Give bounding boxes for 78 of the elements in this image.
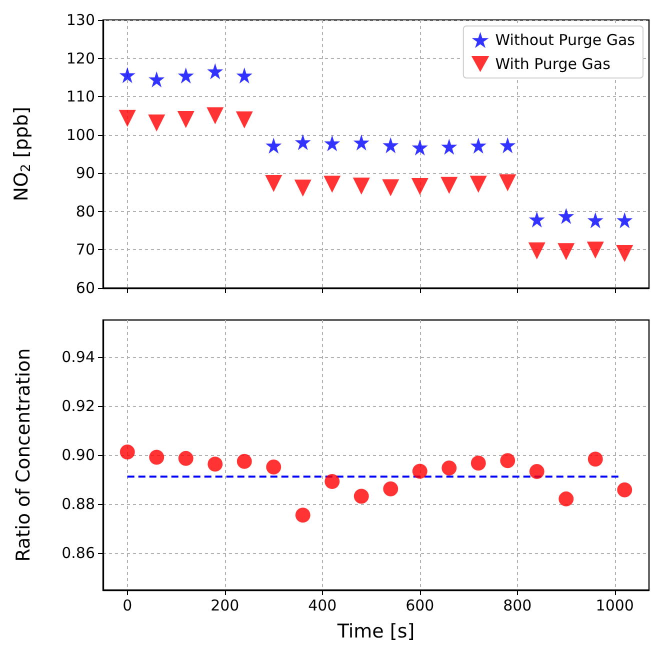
y-tick-label: 0.94 bbox=[62, 348, 95, 366]
point bbox=[266, 460, 282, 475]
point bbox=[178, 450, 194, 466]
point bbox=[148, 71, 165, 88]
x-tick-label: 400 bbox=[308, 596, 337, 614]
point bbox=[206, 107, 224, 124]
point bbox=[470, 138, 486, 154]
point bbox=[616, 245, 634, 262]
y-tick-label: 0.92 bbox=[62, 396, 95, 415]
y-tick-label: 130 bbox=[66, 11, 95, 29]
point bbox=[236, 68, 252, 84]
point bbox=[529, 464, 544, 479]
point bbox=[353, 134, 370, 151]
y-tick-label: 0.90 bbox=[62, 446, 95, 464]
point bbox=[558, 208, 574, 224]
x-tick-label: 600 bbox=[406, 596, 434, 614]
point bbox=[236, 454, 252, 469]
point bbox=[470, 456, 486, 471]
point bbox=[528, 211, 545, 228]
point bbox=[588, 452, 603, 467]
point bbox=[352, 178, 370, 195]
point bbox=[411, 178, 428, 196]
point bbox=[442, 460, 457, 476]
legend-label: Without Purge Gas bbox=[495, 31, 636, 49]
point bbox=[558, 491, 574, 506]
y-tick-label: 90 bbox=[76, 164, 95, 182]
point bbox=[120, 444, 135, 460]
point bbox=[528, 242, 546, 260]
legend-label: With Purge Gas bbox=[495, 55, 611, 73]
point bbox=[208, 456, 223, 472]
point bbox=[265, 174, 282, 192]
y-axis-title: NO2 [ppb] bbox=[10, 106, 34, 202]
point bbox=[382, 137, 399, 154]
point bbox=[119, 67, 136, 84]
point bbox=[412, 464, 428, 479]
point bbox=[470, 176, 487, 193]
point bbox=[382, 179, 400, 196]
x-tick-label: 800 bbox=[503, 596, 532, 614]
point bbox=[499, 174, 516, 192]
y-tick-label: 0.86 bbox=[62, 544, 95, 562]
point bbox=[149, 450, 164, 465]
x-axis-title: Time [s] bbox=[336, 620, 415, 642]
point bbox=[324, 135, 340, 152]
point bbox=[118, 110, 136, 127]
y-tick-label: 110 bbox=[66, 88, 95, 106]
x-tick-label: 1000 bbox=[596, 596, 634, 614]
point bbox=[500, 453, 516, 468]
point bbox=[616, 212, 633, 228]
point bbox=[441, 138, 458, 155]
point bbox=[324, 176, 341, 193]
y-tick-label: 120 bbox=[66, 49, 95, 68]
point bbox=[266, 138, 282, 154]
y-tick-label: 0.88 bbox=[62, 495, 95, 514]
point bbox=[354, 488, 369, 504]
point bbox=[558, 243, 575, 260]
point bbox=[617, 482, 632, 498]
point bbox=[207, 63, 224, 80]
point bbox=[587, 212, 604, 228]
point bbox=[294, 180, 312, 197]
x-tick-label: 0 bbox=[122, 596, 132, 614]
point bbox=[236, 111, 253, 128]
point bbox=[178, 68, 194, 84]
point bbox=[412, 139, 428, 156]
point bbox=[324, 474, 340, 490]
y-tick-label: 80 bbox=[76, 202, 95, 220]
point bbox=[440, 176, 458, 194]
point bbox=[294, 134, 311, 150]
point bbox=[295, 508, 310, 523]
y-axis-title: Ratio of Concentration bbox=[12, 348, 34, 562]
y-tick-label: 100 bbox=[66, 126, 95, 144]
point bbox=[148, 114, 166, 132]
point bbox=[383, 481, 398, 496]
point bbox=[500, 137, 516, 154]
point bbox=[177, 111, 194, 128]
x-tick-label: 200 bbox=[210, 596, 240, 614]
y-tick-label: 60 bbox=[76, 279, 95, 297]
point bbox=[586, 242, 604, 259]
y-tick-label: 70 bbox=[76, 240, 95, 259]
